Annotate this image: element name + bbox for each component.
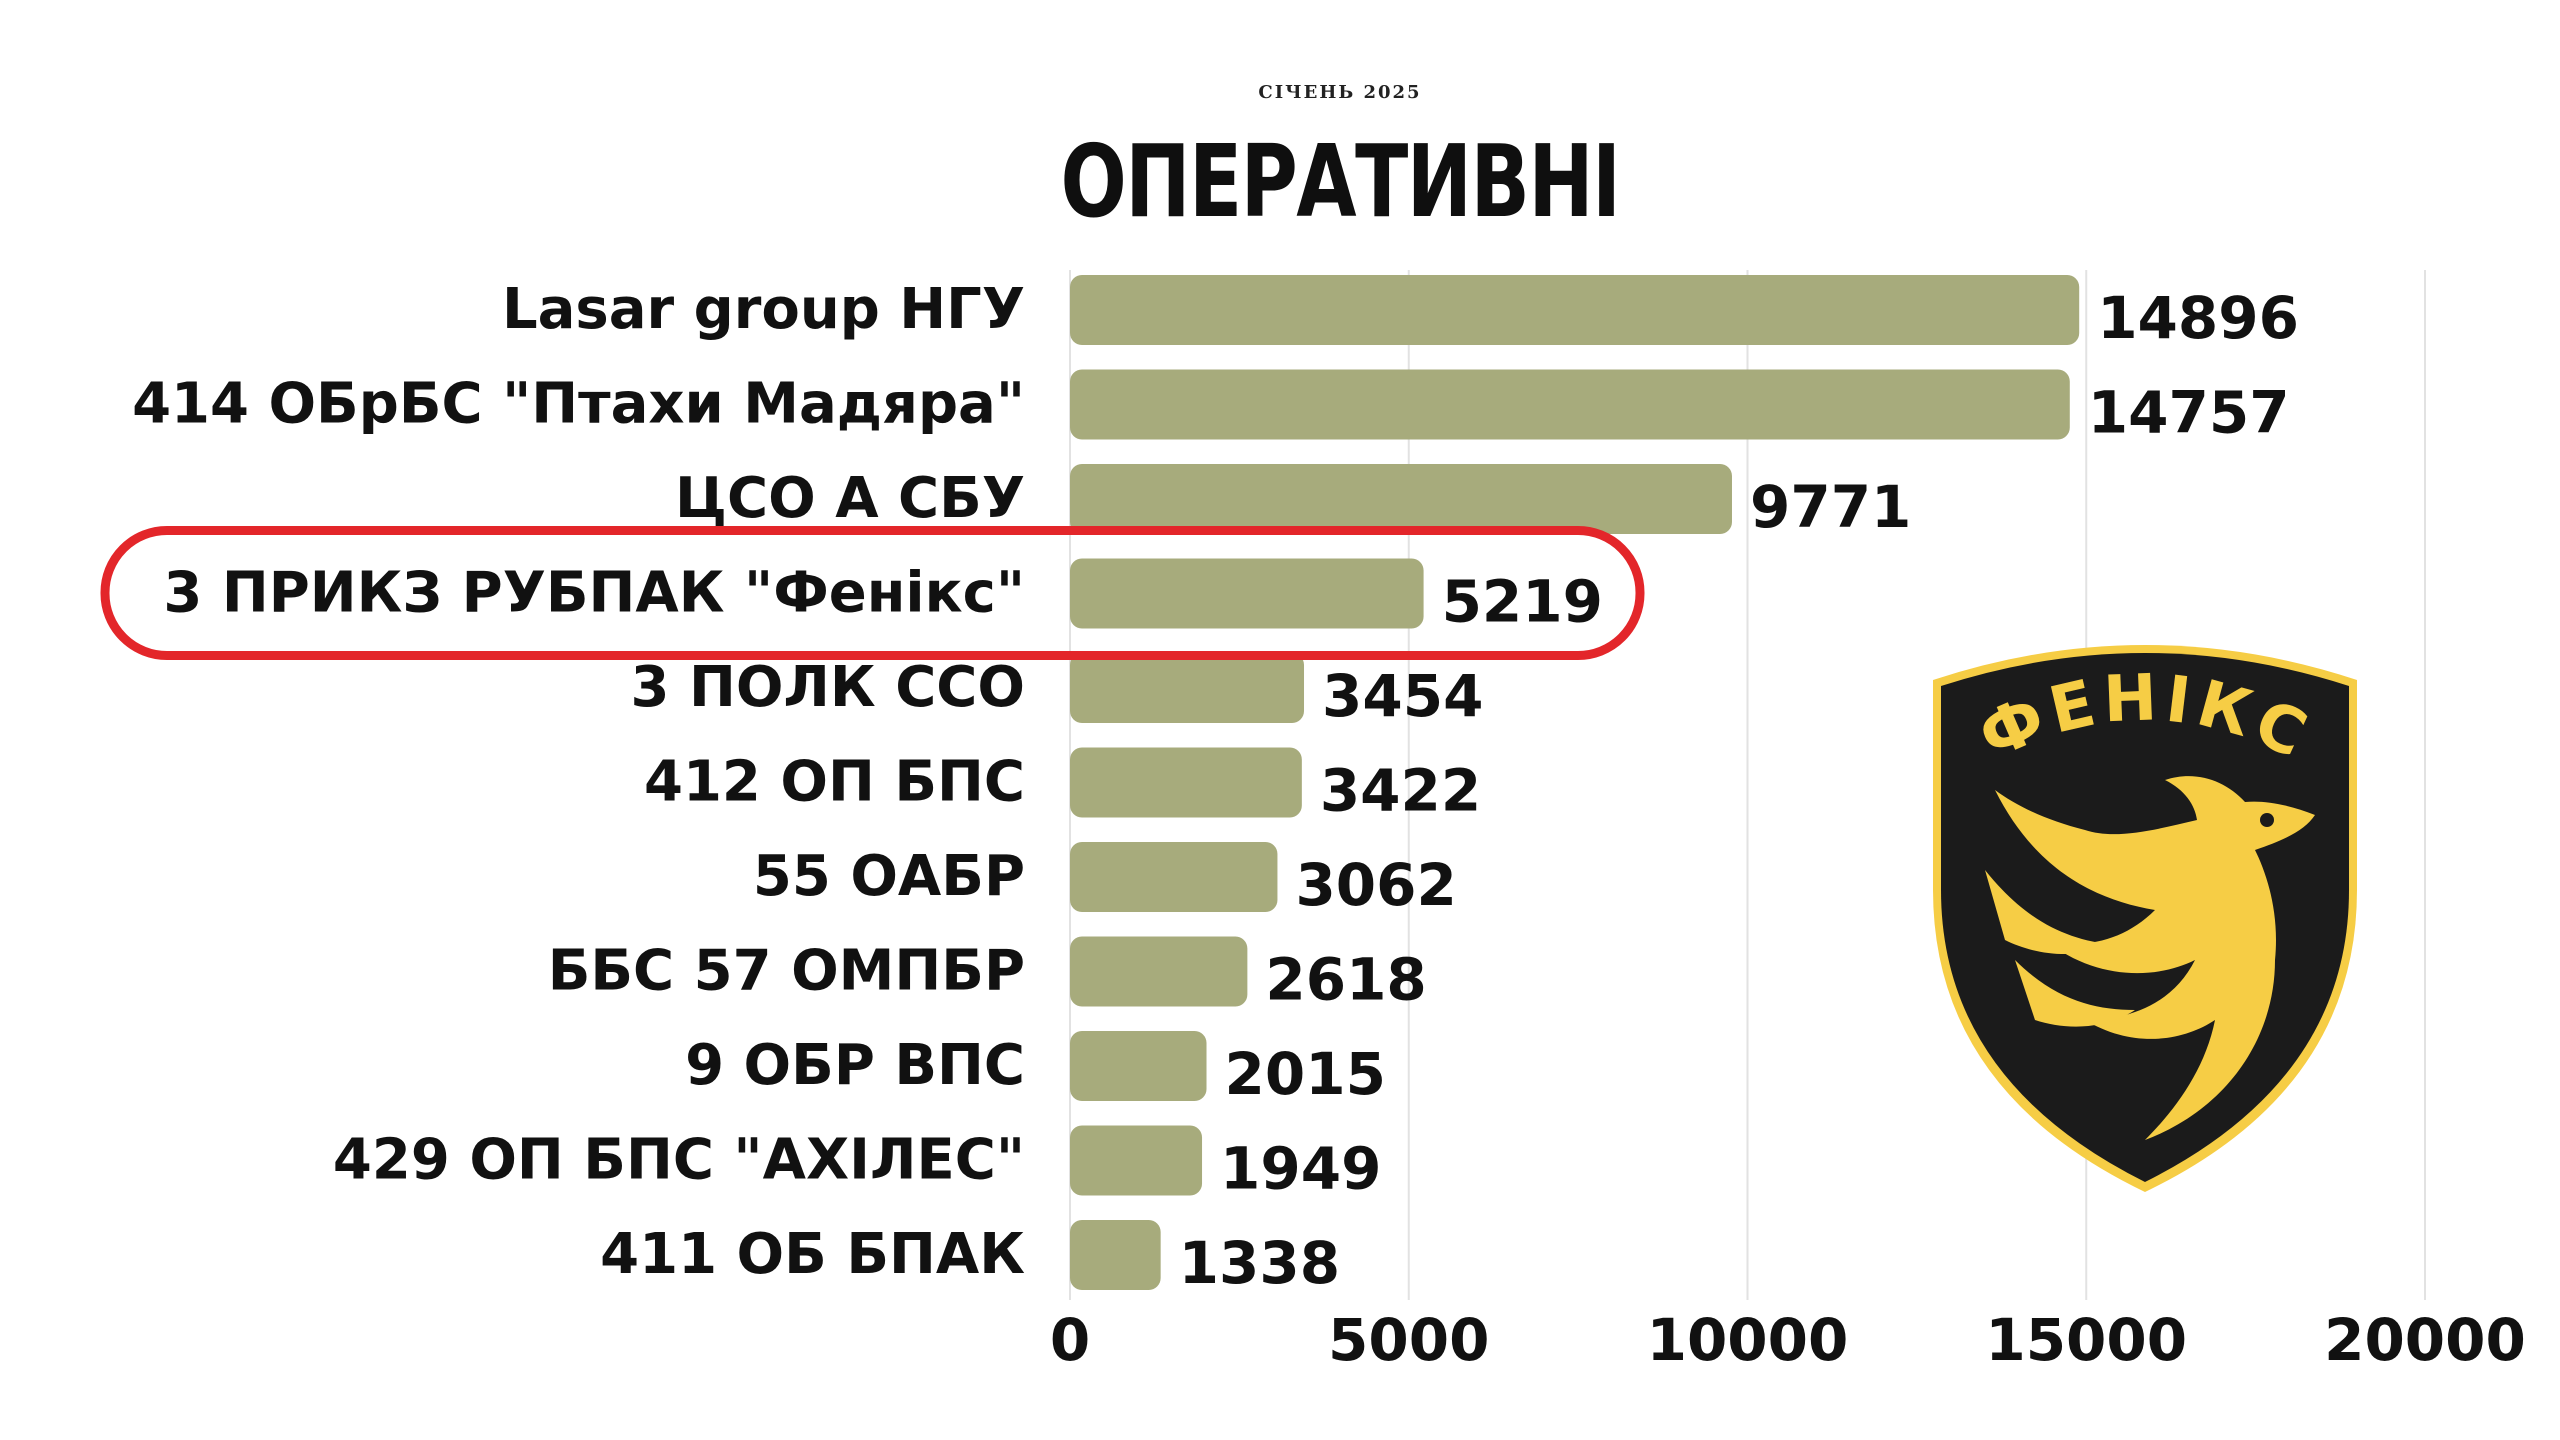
bar bbox=[1070, 464, 1732, 534]
chart-subtitle: СІЧЕНЬ 2025 bbox=[1258, 82, 1422, 103]
value-label: 2015 bbox=[1225, 1040, 1386, 1108]
phoenix-feather-icon bbox=[2015, 960, 2135, 1027]
bar bbox=[1070, 558, 1424, 629]
x-axis-ticks: 0 5000 10000 15000 20000 bbox=[1050, 1306, 2526, 1374]
category-label: 3 ПРИКЗ РУБПАК "Фенікс" bbox=[163, 561, 1025, 626]
value-label: 9771 bbox=[1750, 473, 1911, 541]
category-label: ЦСО А СБУ bbox=[675, 466, 1025, 531]
value-label: 1338 bbox=[1179, 1229, 1340, 1297]
highlight-outline bbox=[100, 526, 1645, 660]
value-labels: 14896 14757 9771 5219 3454 3422 3062 2618 2015 19… bbox=[1179, 284, 2299, 1297]
bar bbox=[1070, 1031, 1207, 1101]
value-label: 3454 bbox=[1322, 662, 1483, 730]
value-label: 3062 bbox=[1295, 851, 1456, 919]
phoenix-eye-icon bbox=[2260, 813, 2274, 827]
category-label: 411 ОБ БПАК bbox=[600, 1222, 1025, 1287]
bar bbox=[1070, 275, 2080, 345]
bar bbox=[1070, 936, 1248, 1007]
chart-title: ОПЕРАТИВНІ bbox=[1060, 123, 1621, 240]
value-label: 1949 bbox=[1220, 1135, 1381, 1203]
category-label: 9 ОБР ВПС bbox=[685, 1033, 1025, 1098]
value-label: 2618 bbox=[1265, 946, 1426, 1014]
category-label: 3 ПОЛК ССО bbox=[630, 655, 1025, 720]
category-label: 412 ОП БПС bbox=[644, 750, 1025, 815]
x-tick-label: 0 bbox=[1050, 1306, 1090, 1374]
bar bbox=[1070, 369, 2070, 440]
value-label: 14757 bbox=[2088, 379, 2290, 447]
value-label: 14896 bbox=[2097, 284, 2299, 352]
x-tick-label: 20000 bbox=[2324, 1306, 2526, 1374]
phoenix-feather-icon bbox=[1985, 870, 2115, 955]
category-label: 414 ОБрБС "Птахи Мадяра" bbox=[132, 372, 1025, 437]
bar bbox=[1070, 842, 1278, 912]
bar bbox=[1070, 653, 1305, 723]
bar bbox=[1070, 747, 1302, 818]
highlight-layer bbox=[100, 526, 1645, 660]
bar bbox=[1070, 1125, 1203, 1196]
category-label: ББС 57 ОМПБР bbox=[548, 939, 1025, 1004]
value-label: 3422 bbox=[1320, 757, 1481, 825]
category-labels: Lasar group НГУ 414 ОБрБС "Птахи Мадяра" Ц… bbox=[132, 277, 1025, 1287]
category-label: Lasar group НГУ bbox=[502, 277, 1025, 342]
phoenix-emblem: ФЕНІКС bbox=[1933, 645, 2357, 1192]
bar bbox=[1070, 1220, 1161, 1290]
x-tick-label: 15000 bbox=[1985, 1306, 2187, 1374]
category-label: 429 ОП БПС "АХІЛЕС" bbox=[333, 1128, 1025, 1193]
x-tick-label: 10000 bbox=[1647, 1306, 1849, 1374]
phoenix-wing-icon bbox=[1995, 776, 2315, 1140]
x-tick-label: 5000 bbox=[1328, 1306, 1489, 1374]
category-label: 55 ОАБР bbox=[753, 844, 1025, 909]
value-label: 5219 bbox=[1442, 568, 1603, 636]
bars bbox=[1070, 275, 2080, 1290]
